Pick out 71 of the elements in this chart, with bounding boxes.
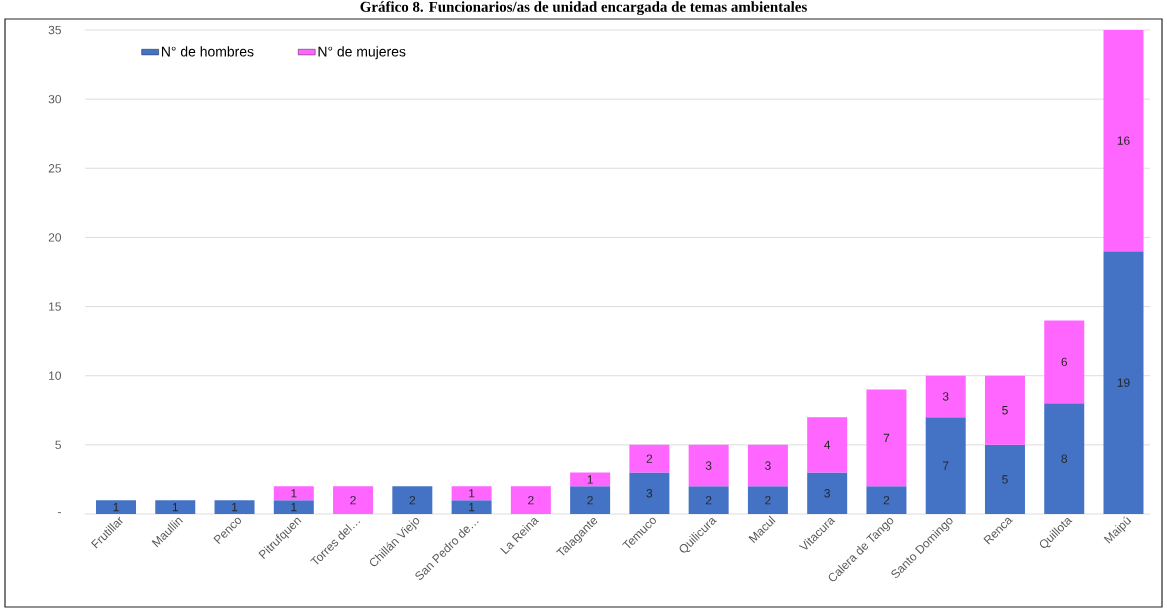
- data-label: 1: [291, 502, 297, 512]
- data-label: 7: [942, 461, 949, 470]
- y-tick-label: -: [58, 512, 61, 514]
- bar: [925, 417, 966, 514]
- data-label: 2: [705, 496, 712, 505]
- data-label: 2: [587, 496, 593, 505]
- legend-label: N° de hombres: [161, 46, 254, 57]
- data-label: 1: [469, 502, 475, 512]
- bar: [1103, 30, 1144, 252]
- bar: [629, 472, 670, 514]
- bar: [866, 389, 907, 487]
- y-tick-label: 35: [48, 25, 61, 35]
- bar: [214, 500, 255, 514]
- data-label: 3: [824, 489, 830, 498]
- bar: [925, 375, 966, 418]
- chart-title: Gráfico 8. Funcionarios/as de unidad encargada de temas ambientales: [360, 1, 807, 16]
- bar: [392, 486, 433, 514]
- y-tick-label: 10: [49, 371, 62, 380]
- data-label: 1: [232, 502, 238, 512]
- y-tick-label: 30: [48, 94, 62, 104]
- data-label: 3: [646, 489, 653, 498]
- data-label: 6: [1061, 357, 1068, 367]
- data-label: 2: [765, 496, 771, 505]
- bar: [984, 444, 1025, 514]
- data-label: 2: [350, 496, 356, 505]
- data-label: 16: [1117, 136, 1130, 145]
- data-label: 5: [1002, 406, 1008, 415]
- bar: [510, 486, 551, 514]
- bar: [273, 486, 314, 501]
- y-tick-label: 5: [55, 440, 61, 450]
- y-tick-label: 25: [48, 164, 61, 173]
- bar: [1044, 403, 1085, 514]
- data-label: 1: [291, 489, 297, 498]
- bar: [451, 500, 492, 514]
- bar: [688, 486, 729, 514]
- data-label: 8: [1061, 454, 1068, 463]
- data-label: 1: [469, 489, 475, 498]
- bar: [96, 500, 136, 514]
- bar: [984, 375, 1025, 445]
- bar: [688, 444, 729, 487]
- bar: [747, 444, 788, 487]
- bar: [333, 486, 374, 514]
- data-label: 7: [883, 433, 890, 443]
- data-label: 3: [942, 392, 949, 401]
- data-label: 3: [705, 461, 712, 470]
- data-label: 2: [883, 496, 890, 505]
- data-label: 4: [824, 440, 831, 449]
- bar: [1103, 251, 1144, 514]
- data-label: 2: [646, 454, 653, 463]
- data-label: 19: [1117, 378, 1130, 387]
- data-label: 1: [113, 502, 119, 512]
- bar: [807, 472, 848, 514]
- bar: [451, 486, 492, 501]
- data-label: 2: [409, 496, 416, 505]
- data-label: 5: [1002, 475, 1008, 484]
- legend-label: N° de mujeres: [318, 46, 406, 60]
- data-label: 1: [172, 502, 178, 512]
- data-label: 3: [765, 461, 771, 470]
- bar: [273, 500, 314, 514]
- bar: [866, 486, 907, 514]
- data-label: 1: [587, 475, 593, 484]
- bar: [807, 417, 848, 473]
- bar: [629, 444, 670, 473]
- bar: [1044, 320, 1085, 404]
- bar: [570, 486, 611, 514]
- data-label: 2: [528, 496, 534, 505]
- bar: [570, 472, 611, 487]
- bar: [155, 500, 196, 514]
- bar: [747, 486, 788, 514]
- y-tick-label: 15: [49, 302, 61, 311]
- y-tick-label: 20: [48, 233, 62, 242]
